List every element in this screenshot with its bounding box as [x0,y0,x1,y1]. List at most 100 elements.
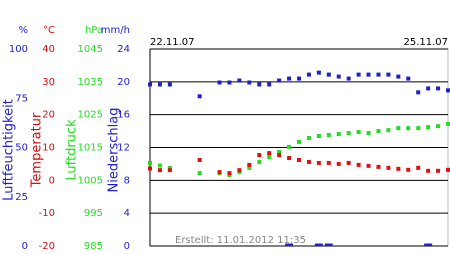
y-tick-label: 30 [42,77,55,88]
y-tick-label: 0 [22,241,28,250]
data-point [277,78,282,83]
data-point [217,80,222,85]
data-point [446,88,450,93]
data-point [446,121,450,126]
y-tick-label: -20 [39,241,55,250]
data-point [426,86,431,91]
data-point [316,70,321,75]
data-point [306,159,311,164]
data-point [287,156,292,161]
data-point [167,82,172,87]
data-point [416,90,421,95]
data-point [306,72,311,77]
y-tick-label: 1045 [78,44,103,55]
data-point [197,171,202,176]
y-tick-label: 4 [124,208,130,219]
data-point [436,168,441,173]
data-point [197,94,202,99]
data-point [148,160,152,165]
data-point [346,131,351,136]
footnote: Erstellt: 11.01.2012 11:35 [175,235,306,246]
data-point [386,165,391,170]
y-tick-label: 10 [42,143,55,154]
data-point [346,76,351,81]
axis-unit: % [18,25,28,36]
data-point [366,163,371,168]
data-point [436,124,441,129]
precip-bar [324,243,333,246]
axis-title: Niederschlag [107,108,122,193]
y-tick-label: 1025 [78,110,103,121]
data-point [346,160,351,165]
data-point [356,72,361,77]
data-point [376,72,381,77]
axis-title: Luftfeuchtigkeit [2,99,17,201]
data-point [277,150,282,155]
data-point [157,163,162,168]
data-point [297,139,301,144]
data-point [396,166,401,171]
y-tick-label: 1035 [78,77,103,88]
y-tick-label: 1005 [78,175,103,186]
data-point [237,78,242,83]
data-point [416,126,421,131]
y-tick-label: 0 [49,175,55,186]
data-point [426,168,431,173]
data-point [227,171,232,176]
data-point [326,72,331,77]
y-tick-label: -10 [39,208,55,219]
y-tick-label: 24 [117,44,130,55]
y-tick-label: 20 [42,110,55,121]
start-date: 22.11.07 [150,37,195,48]
data-point [287,144,292,149]
axis-unit: mm/h [101,25,130,36]
y-tick-label: 100 [9,44,28,55]
data-point [257,159,262,164]
data-point [406,76,411,81]
data-point [396,126,401,131]
data-point [167,168,172,173]
y-tick-label: 75 [15,93,28,104]
data-point [267,155,272,160]
data-point [406,126,411,131]
data-point [257,153,262,158]
y-tick-label: 995 [84,208,103,219]
data-point [247,162,252,167]
data-point [148,166,152,171]
precip-bar [424,243,433,246]
data-point [356,130,361,135]
data-point [267,151,272,156]
data-point [287,76,292,81]
data-point [157,82,162,87]
data-point [227,80,232,85]
data-point [197,157,202,162]
data-point [386,72,391,77]
y-tick-label: 0 [124,241,130,250]
precip-bar [314,243,323,246]
data-point [336,161,341,166]
axis-title: Temperatur [30,112,45,188]
data-point [306,135,311,140]
data-point [157,168,162,173]
data-point [366,131,371,136]
data-point [376,164,381,169]
data-point [396,74,401,79]
data-point [237,168,242,173]
axis-unit: hPa [85,25,103,36]
data-point [326,160,331,165]
data-point [336,74,341,79]
data-point [277,153,282,158]
end-date: 25.11.07 [403,37,448,48]
data-point [167,165,172,170]
data-point [386,128,391,133]
y-tick-label: 40 [42,44,55,55]
data-point [148,82,152,87]
data-point [406,167,411,172]
axis-unit: °C [43,25,55,36]
data-point [297,76,301,81]
data-point [316,134,321,139]
data-point [426,125,431,130]
data-point [416,165,421,170]
data-point [247,165,252,170]
